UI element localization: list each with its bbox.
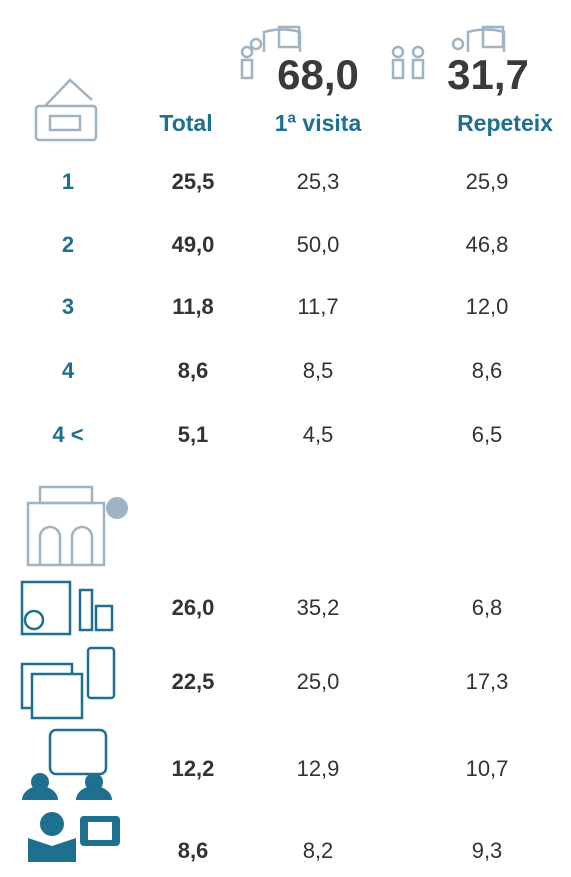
first-visit-value: 11,7 bbox=[297, 294, 338, 319]
column-header: Repeteix bbox=[457, 110, 553, 136]
repeat-value: 6,8 bbox=[472, 595, 503, 620]
total-value: 49,0 bbox=[172, 232, 215, 257]
first-visit-value: 12,9 bbox=[297, 756, 340, 781]
total-value: 22,5 bbox=[172, 669, 215, 694]
icon-online bbox=[22, 648, 114, 718]
icon-info-office bbox=[28, 487, 128, 565]
column-header: 1ª visita bbox=[275, 110, 362, 136]
row-label: 2 bbox=[62, 232, 74, 257]
repeat-value: 9,3 bbox=[472, 838, 503, 863]
repeat-value: 25,9 bbox=[466, 169, 509, 194]
total-value: 26,0 bbox=[172, 595, 215, 620]
first-visit-share: 68,0 bbox=[277, 51, 359, 98]
row-label: 4 < bbox=[52, 422, 83, 447]
icon-media bbox=[28, 812, 120, 862]
row-label: 1 bbox=[62, 169, 74, 194]
total-value: 12,2 bbox=[172, 756, 215, 781]
repeat-value: 17,3 bbox=[466, 669, 509, 694]
total-value: 8,6 bbox=[178, 358, 209, 383]
icon-word-of-mouth bbox=[22, 730, 112, 800]
total-value: 11,8 bbox=[172, 294, 214, 319]
first-visit-value: 4,5 bbox=[303, 422, 334, 447]
repeat-value: 10,7 bbox=[466, 756, 509, 781]
icon-ticket bbox=[36, 80, 96, 140]
total-value: 25,5 bbox=[172, 169, 215, 194]
first-visit-value: 8,2 bbox=[303, 838, 334, 863]
first-visit-value: 8,5 bbox=[303, 358, 334, 383]
column-header: Total bbox=[159, 110, 212, 136]
repeat-value: 12,0 bbox=[466, 294, 509, 319]
first-visit-value: 25,0 bbox=[297, 669, 340, 694]
icon-agency bbox=[22, 582, 112, 634]
first-visit-value: 25,3 bbox=[297, 169, 340, 194]
repeat-share: 31,7 bbox=[447, 51, 529, 98]
first-visit-value: 35,2 bbox=[297, 595, 340, 620]
repeat-value: 46,8 bbox=[466, 232, 509, 257]
row-label: 3 bbox=[62, 294, 74, 319]
total-value: 5,1 bbox=[178, 422, 209, 447]
repeat-value: 6,5 bbox=[472, 422, 503, 447]
row-label: 4 bbox=[62, 358, 75, 383]
infographic: 68,0 31,7 Total 1ª visita Repeteix 1 25,5… bbox=[0, 0, 571, 877]
total-value: 8,6 bbox=[178, 838, 209, 863]
repeat-value: 8,6 bbox=[472, 358, 503, 383]
first-visit-value: 50,0 bbox=[297, 232, 340, 257]
